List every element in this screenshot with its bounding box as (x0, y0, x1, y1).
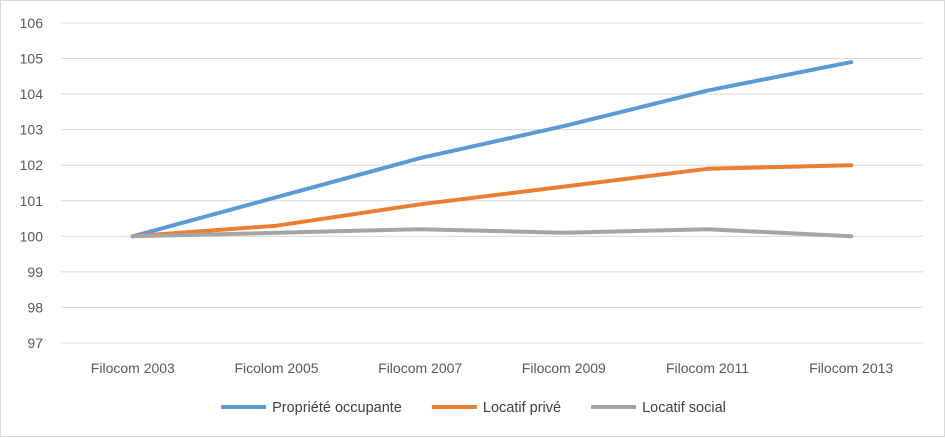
y-tick-label: 104 (20, 86, 44, 102)
x-tick-label: Filocom 2003 (91, 360, 175, 376)
legend-label: Propriété occupante (272, 400, 402, 416)
legend-item: Propriété occupante (221, 400, 402, 416)
series-line-3 (130, 227, 854, 239)
y-tick-label: 106 (20, 15, 44, 31)
data-point (850, 164, 852, 166)
series-lines (130, 60, 854, 239)
data-point (850, 61, 852, 63)
data-point (707, 90, 708, 92)
x-tick-label: Filocom 2007 (378, 360, 462, 376)
legend-item: Locatif privé (431, 400, 561, 416)
series-line-2 (130, 163, 854, 239)
data-point (563, 186, 565, 188)
data-point (563, 125, 565, 127)
data-point (419, 228, 421, 230)
y-axis: 97 98 99 100 101 102 103 104 105 106 (20, 15, 44, 351)
data-point (850, 235, 852, 237)
legend-label: Locatif privé (483, 400, 561, 416)
y-tick-label: 100 (20, 228, 44, 244)
y-tick-label: 105 (20, 51, 44, 67)
y-tick-label: 103 (20, 122, 44, 138)
data-point (276, 232, 277, 234)
data-point (563, 232, 565, 234)
data-point (276, 225, 277, 227)
x-tick-label: Filocom 2011 (666, 360, 749, 376)
x-axis: Filocom 2003 Ficolom 2005 Filocom 2007 Filo… (91, 360, 894, 376)
x-tick-label: Filocom 2009 (522, 360, 606, 376)
legend-label: Locatif social (642, 400, 726, 416)
data-point (707, 168, 708, 170)
gridlines (61, 22, 923, 344)
y-tick-label: 98 (27, 299, 43, 315)
x-tick-label: Filocom 2013 (809, 360, 893, 376)
y-tick-label: 101 (20, 193, 44, 209)
data-point (419, 203, 421, 205)
data-point (707, 228, 708, 230)
legend-item: Locatif social (591, 400, 726, 416)
data-point (276, 196, 277, 198)
legend: Propriété occupante Locatif privé Locatif … (221, 400, 726, 416)
data-point (132, 235, 134, 237)
data-point (419, 157, 421, 159)
series-line-1 (130, 60, 854, 239)
x-tick-label: Ficolom 2005 (234, 360, 318, 376)
y-tick-label: 102 (20, 157, 44, 173)
y-tick-label: 99 (27, 264, 43, 280)
y-tick-label: 97 (27, 335, 43, 351)
